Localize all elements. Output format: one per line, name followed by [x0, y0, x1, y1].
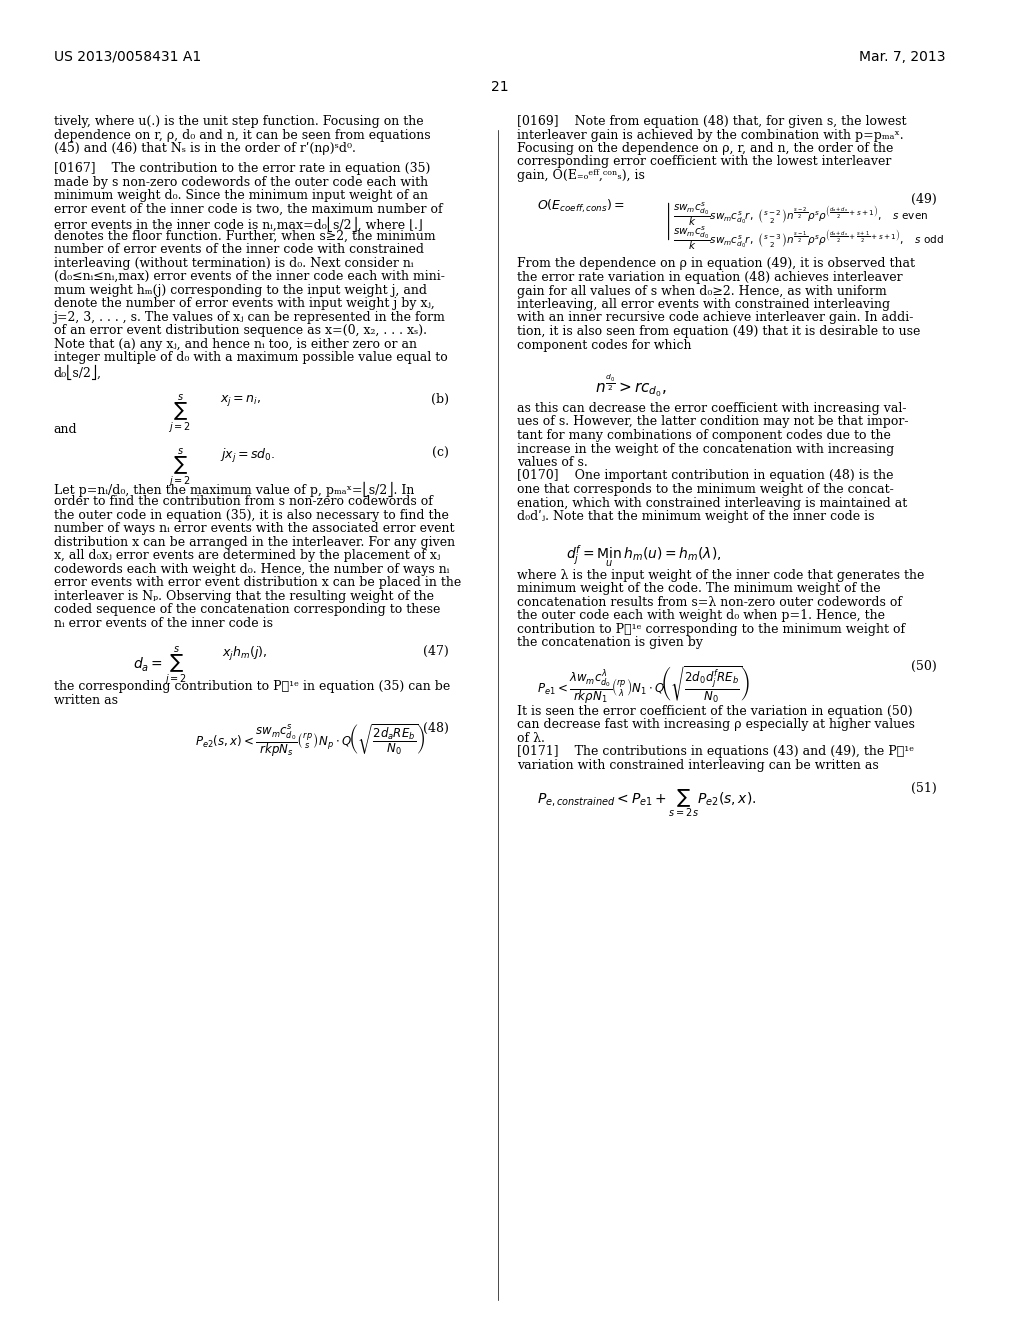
Text: $x_j = n_i,$: $x_j = n_i,$	[220, 393, 261, 408]
Text: $jx_j = sd_0.$: $jx_j = sd_0.$	[220, 446, 275, 465]
Text: $n^{\frac{d_0}{2}} > rc_{d_0},$: $n^{\frac{d_0}{2}} > rc_{d_0},$	[595, 372, 667, 399]
Text: number of error events of the inner code with constrained: number of error events of the inner code…	[53, 243, 424, 256]
Text: interleaving (without termination) is d₀. Next consider nᵢ: interleaving (without termination) is d₀…	[53, 257, 413, 269]
Text: error events in the inner code is nᵢ,max=d₀⎣s/2⎦, where ⌊.⌋: error events in the inner code is nᵢ,max…	[53, 216, 423, 231]
Text: of an error event distribution sequence as x=(0, x₂, . . . xₛ).: of an error event distribution sequence …	[53, 325, 427, 337]
Text: interleaver is Nₚ. Observing that the resulting weight of the: interleaver is Nₚ. Observing that the re…	[53, 590, 434, 603]
Text: Note that (a) any xⱼ, and hence nᵢ too, is either zero or an: Note that (a) any xⱼ, and hence nᵢ too, …	[53, 338, 417, 351]
Text: [0170]    One important contribution in equation (48) is the: [0170] One important contribution in equ…	[517, 470, 894, 483]
Text: contribution to P͂¹ᵉ corresponding to the minimum weight of: contribution to P͂¹ᵉ corresponding to th…	[517, 623, 905, 635]
Text: one that corresponds to the minimum weight of the concat-: one that corresponds to the minimum weig…	[517, 483, 894, 496]
Text: corresponding error coefficient with the lowest interleaver: corresponding error coefficient with the…	[517, 156, 892, 169]
Text: (47): (47)	[423, 645, 449, 659]
Text: of λ.: of λ.	[517, 731, 545, 744]
Text: [0167]    The contribution to the error rate in equation (35): [0167] The contribution to the error rat…	[53, 162, 430, 176]
Text: $\dfrac{sw_m c_{d_0}^s}{k} sw_m c_{d_0}^s r,\  \binom{s-3}{2}n^{\frac{s-1}{2}} \: $\dfrac{sw_m c_{d_0}^s}{k} sw_m c_{d_0}^…	[674, 224, 945, 252]
Text: variation with constrained interleaving can be written as: variation with constrained interleaving …	[517, 759, 879, 771]
Text: distribution x can be arranged in the interleaver. For any given: distribution x can be arranged in the in…	[53, 536, 455, 549]
Text: $P_{e,constrained} < P_{e1} + \sum_{s=2s} P_{e2}(s,x).$: $P_{e,constrained} < P_{e1} + \sum_{s=2s…	[537, 787, 756, 818]
Text: d₀dʹⱼ. Note that the minimum weight of the inner code is: d₀dʹⱼ. Note that the minimum weight of t…	[517, 510, 874, 523]
Text: $P_{e2}(s,x) < \dfrac{sw_m c_{d_0}^s}{rkpN_s} \binom{rp}{s} N_p \cdot Q\!\left(\: $P_{e2}(s,x) < \dfrac{sw_m c_{d_0}^s}{rk…	[196, 722, 426, 759]
Text: It is seen the error coefficient of the variation in equation (50): It is seen the error coefficient of the …	[517, 705, 913, 718]
Text: made by s non-zero codewords of the outer code each with: made by s non-zero codewords of the oute…	[53, 176, 428, 189]
Text: gain for all values of s when d₀≥2. Hence, as with uniform: gain for all values of s when d₀≥2. Henc…	[517, 285, 887, 297]
Text: (50): (50)	[911, 660, 937, 672]
Text: $d^f_j = \underset{u}{\mathrm{Min}}\, h_m(u) = h_m(\lambda),$: $d^f_j = \underset{u}{\mathrm{Min}}\, h_…	[566, 544, 722, 570]
Text: number of ways nᵢ error events with the associated error event: number of ways nᵢ error events with the …	[53, 523, 455, 535]
Text: US 2013/0058431 A1: US 2013/0058431 A1	[53, 50, 201, 63]
Text: $O(E_{coeff,cons}) =$: $O(E_{coeff,cons}) =$	[537, 198, 625, 215]
Text: tant for many combinations of component codes due to the: tant for many combinations of component …	[517, 429, 891, 442]
Text: (51): (51)	[911, 781, 937, 795]
Text: tion, it is also seen from equation (49) that it is desirable to use: tion, it is also seen from equation (49)…	[517, 325, 921, 338]
Text: mum weight hₘ(j) corresponding to the input weight j, and: mum weight hₘ(j) corresponding to the in…	[53, 284, 427, 297]
Text: as this can decrease the error coefficient with increasing val-: as this can decrease the error coefficie…	[517, 403, 907, 414]
Text: (49): (49)	[911, 193, 937, 206]
Text: Focusing on the dependence on ρ, r, and n, the order of the: Focusing on the dependence on ρ, r, and …	[517, 143, 894, 154]
Text: $P_{e1} < \dfrac{\lambda w_m c_{d_0}^\lambda}{rk\rho N_1} \binom{rp}{\lambda} N_: $P_{e1} < \dfrac{\lambda w_m c_{d_0}^\la…	[537, 664, 751, 706]
Text: dependence on r, ρ, d₀ and n, it can be seen from equations: dependence on r, ρ, d₀ and n, it can be …	[53, 128, 430, 141]
Text: $\sum_{j=2}^{s}$: $\sum_{j=2}^{s}$	[168, 446, 191, 490]
Text: (d₀≤nᵢ≤nᵢ,max) error events of the inner code each with mini-: (d₀≤nᵢ≤nᵢ,max) error events of the inner…	[53, 271, 444, 284]
Text: (b): (b)	[431, 393, 449, 407]
Text: (c): (c)	[432, 446, 449, 459]
Text: interleaving, all error events with constrained interleaving: interleaving, all error events with cons…	[517, 298, 891, 312]
Text: d₀⎣s/2⎦,: d₀⎣s/2⎦,	[53, 364, 101, 380]
Text: Let p=nᵢ/d₀, then the maximum value of p, pₘₐˣ=⎣s/2⎦. In: Let p=nᵢ/d₀, then the maximum value of p…	[53, 482, 414, 498]
Text: denotes the floor function. Further, when s≥2, the minimum: denotes the floor function. Further, whe…	[53, 230, 435, 243]
Text: (48): (48)	[423, 722, 449, 735]
Text: $\dfrac{sw_m c_{d_0}^s}{k} sw_m c_{d_0}^s r,\  \binom{s-2}{2}n^{\frac{s-2}{2}} \: $\dfrac{sw_m c_{d_0}^s}{k} sw_m c_{d_0}^…	[674, 201, 929, 228]
Text: increase in the weight of the concatenation with increasing: increase in the weight of the concatenat…	[517, 442, 895, 455]
Text: error events with error event distribution x can be placed in the: error events with error event distributi…	[53, 577, 461, 589]
Text: Mar. 7, 2013: Mar. 7, 2013	[859, 50, 946, 63]
Text: and: and	[53, 424, 77, 436]
Text: written as: written as	[53, 694, 118, 706]
Text: the error rate variation in equation (48) achieves interleaver: the error rate variation in equation (48…	[517, 271, 903, 284]
Text: tively, where u(.) is the unit step function. Focusing on the: tively, where u(.) is the unit step func…	[53, 115, 423, 128]
Text: (45) and (46) that Nₛ is in the order of rʹ(nρ)ˢd⁰.: (45) and (46) that Nₛ is in the order of…	[53, 143, 355, 154]
Text: coded sequence of the concatenation corresponding to these: coded sequence of the concatenation corr…	[53, 603, 440, 616]
Text: j=2, 3, . . . , s. The values of xⱼ can be represented in the form: j=2, 3, . . . , s. The values of xⱼ can …	[53, 310, 445, 323]
Text: codewords each with weight d₀. Hence, the number of ways nᵢ: codewords each with weight d₀. Hence, th…	[53, 562, 450, 576]
Text: ues of s. However, the latter condition may not be that impor-: ues of s. However, the latter condition …	[517, 416, 909, 429]
Text: the outer code in equation (35), it is also necessary to find the: the outer code in equation (35), it is a…	[53, 508, 449, 521]
Text: order to find the contribution from s non-zero codewords of: order to find the contribution from s no…	[53, 495, 432, 508]
Text: gain, O(E₌ₒᵉᶠᶠ,ᶜᵒⁿₛ), is: gain, O(E₌ₒᵉᶠᶠ,ᶜᵒⁿₛ), is	[517, 169, 645, 182]
Text: From the dependence on ρ in equation (49), it is observed that: From the dependence on ρ in equation (49…	[517, 257, 915, 271]
Text: with an inner recursive code achieve interleaver gain. In addi-: with an inner recursive code achieve int…	[517, 312, 913, 325]
Text: can decrease fast with increasing ρ especially at higher values: can decrease fast with increasing ρ espe…	[517, 718, 915, 731]
Text: where λ is the input weight of the inner code that generates the: where λ is the input weight of the inner…	[517, 569, 925, 582]
Text: x, all d₀xⱼ error events are determined by the placement of xⱼ: x, all d₀xⱼ error events are determined …	[53, 549, 440, 562]
Text: minimum weight d₀. Since the minimum input weight of an: minimum weight d₀. Since the minimum inp…	[53, 189, 428, 202]
Text: denote the number of error events with input weight j by xⱼ,: denote the number of error events with i…	[53, 297, 434, 310]
Text: concatenation results from s=λ non-zero outer codewords of: concatenation results from s=λ non-zero …	[517, 595, 902, 609]
Text: [0169]    Note from equation (48) that, for given s, the lowest: [0169] Note from equation (48) that, for…	[517, 115, 907, 128]
Text: [0171]    The contributions in equations (43) and (49), the P͂¹ᵉ: [0171] The contributions in equations (4…	[517, 744, 914, 758]
Text: $\sum_{j=2}^{s}$: $\sum_{j=2}^{s}$	[168, 393, 191, 437]
Text: the concatenation is given by: the concatenation is given by	[517, 636, 703, 649]
Text: interleaver gain is achieved by the combination with p=pₘₐˣ.: interleaver gain is achieved by the comb…	[517, 128, 904, 141]
Text: nᵢ error events of the inner code is: nᵢ error events of the inner code is	[53, 616, 272, 630]
Text: $d_a = \sum_{j=2}^{s}$: $d_a = \sum_{j=2}^{s}$	[133, 645, 187, 689]
Text: 21: 21	[490, 81, 509, 94]
Text: $x_j h_m(j),$: $x_j h_m(j),$	[222, 645, 267, 663]
Text: values of s.: values of s.	[517, 455, 588, 469]
Text: the corresponding contribution to P͂¹ᵉ in equation (35) can be: the corresponding contribution to P͂¹ᵉ i…	[53, 680, 450, 693]
Text: the outer code each with weight d₀ when p=1. Hence, the: the outer code each with weight d₀ when …	[517, 609, 886, 622]
Text: minimum weight of the code. The minimum weight of the: minimum weight of the code. The minimum …	[517, 582, 881, 595]
Text: enation, which with constrained interleaving is maintained at: enation, which with constrained interlea…	[517, 496, 907, 510]
Text: component codes for which: component codes for which	[517, 338, 692, 351]
Text: integer multiple of d₀ with a maximum possible value equal to: integer multiple of d₀ with a maximum po…	[53, 351, 447, 364]
Text: error event of the inner code is two, the maximum number of: error event of the inner code is two, th…	[53, 203, 442, 215]
